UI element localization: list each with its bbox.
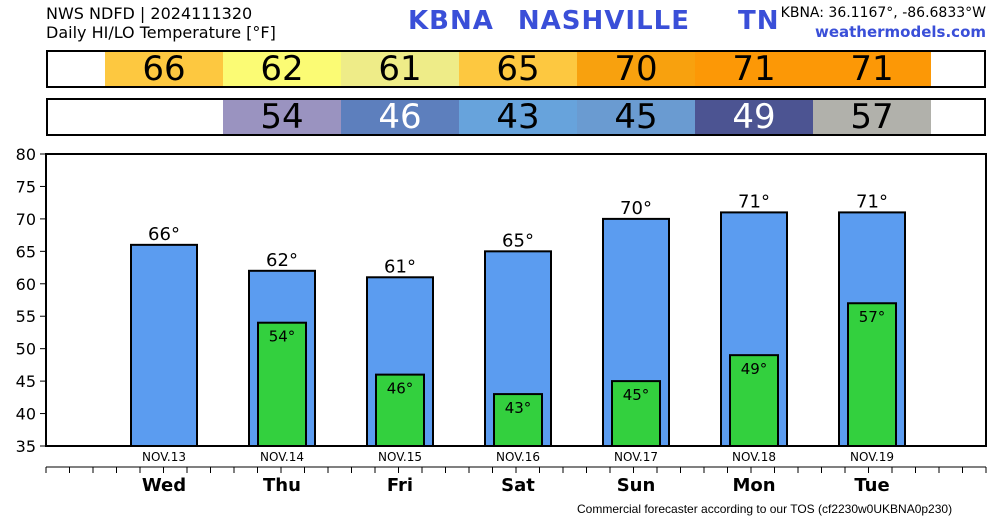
x-day-label: Thu	[263, 475, 301, 496]
low-temp-cell	[105, 100, 223, 134]
high-temp-cell: 65	[459, 52, 577, 86]
low-bar	[257, 321, 307, 447]
low-bar	[375, 373, 425, 447]
high-bar-label: 65°	[502, 230, 534, 251]
y-tick-label: 45	[16, 372, 36, 391]
y-tick-label: 40	[16, 405, 36, 424]
x-date-label: NOV.19	[850, 450, 894, 464]
header-left: NWS NDFD | 2024111320 Daily HI/LO Temper…	[46, 4, 276, 42]
high-bar-label: 66°	[148, 224, 180, 245]
y-tick-label: 35	[16, 437, 36, 456]
high-bar-label: 70°	[620, 198, 652, 219]
station-name: NASHVILLE	[517, 6, 690, 36]
y-tick-label: 80	[16, 145, 36, 164]
station-title: KBNA NASHVILLE TN	[408, 6, 780, 36]
y-tick-label: 75	[16, 177, 36, 196]
high-temp-cell: 70	[577, 52, 695, 86]
high-bar-label: 62°	[266, 250, 298, 271]
low-bar-label: 43°	[505, 399, 532, 417]
product-line: NWS NDFD | 2024111320	[46, 4, 253, 23]
low-bar-label: 45°	[623, 386, 650, 404]
low-temp-cell: 49	[695, 100, 813, 134]
x-date-label: NOV.16	[496, 450, 540, 464]
temperature-bar-chart: 35 40 45 50 55 60 65 70 75 80 66° 62° 54° 61° 46° 65° 43…	[16, 145, 987, 496]
high-temp-cell: 71	[813, 52, 931, 86]
y-tick-label: 70	[16, 210, 36, 229]
low-temp-cell: 43	[459, 100, 577, 134]
x-day-label: Tue	[854, 475, 889, 496]
high-temp-cell: 71	[695, 52, 813, 86]
x-date-label: NOV.18	[732, 450, 776, 464]
low-bar-label: 57°	[859, 308, 886, 326]
variable-line: Daily HI/LO Temperature [°F]	[46, 23, 276, 42]
low-bar-label: 54°	[269, 328, 296, 346]
low-bar	[847, 302, 897, 447]
x-day-label: Sun	[617, 475, 656, 496]
x-date-label: NOV.13	[142, 450, 186, 464]
y-tick-label: 60	[16, 275, 36, 294]
high-bar-label: 71°	[856, 191, 888, 212]
high-bar-label: 71°	[738, 191, 770, 212]
high-bar-label: 61°	[384, 256, 416, 277]
high-bar	[130, 243, 198, 447]
header-right: KBNA: 36.1167°, -86.6833°W weathermodels…	[781, 4, 986, 42]
high-temp-cell: 61	[341, 52, 459, 86]
y-tick-label: 55	[16, 307, 36, 326]
low-temp-cell: 46	[341, 100, 459, 134]
footer-note: Commercial forecaster according to our T…	[577, 502, 953, 516]
x-date-label: NOV.15	[378, 450, 422, 464]
x-day-label: Wed	[142, 475, 186, 496]
high-temp-cell: 62	[223, 52, 341, 86]
x-day-label: Mon	[732, 475, 775, 496]
low-bar-label: 49°	[741, 360, 768, 378]
y-tick-label: 50	[16, 340, 36, 359]
low-temp-strip: 54 46 43 45 49 57	[46, 98, 986, 136]
high-temp-strip: 66 62 61 65 70 71 71	[46, 50, 986, 88]
high-temp-cell: 66	[105, 52, 223, 86]
low-bar	[729, 354, 779, 447]
x-date-label: NOV.17	[614, 450, 658, 464]
station-code: KBNA	[408, 6, 494, 36]
x-day-label: Sat	[501, 475, 535, 496]
low-temp-cell: 57	[813, 100, 931, 134]
station-state: TN	[738, 6, 780, 36]
plot-frame	[45, 153, 987, 447]
x-day-label: Fri	[387, 475, 413, 496]
low-temp-cell: 45	[577, 100, 695, 134]
low-bar	[493, 393, 543, 447]
site-link[interactable]: weathermodels.com	[814, 23, 986, 41]
low-bar-label: 46°	[387, 380, 414, 398]
low-temp-cell: 54	[223, 100, 341, 134]
y-tick-label: 65	[16, 242, 36, 261]
x-date-label: NOV.14	[260, 450, 304, 464]
station-coords: KBNA: 36.1167°, -86.6833°W	[780, 5, 986, 21]
